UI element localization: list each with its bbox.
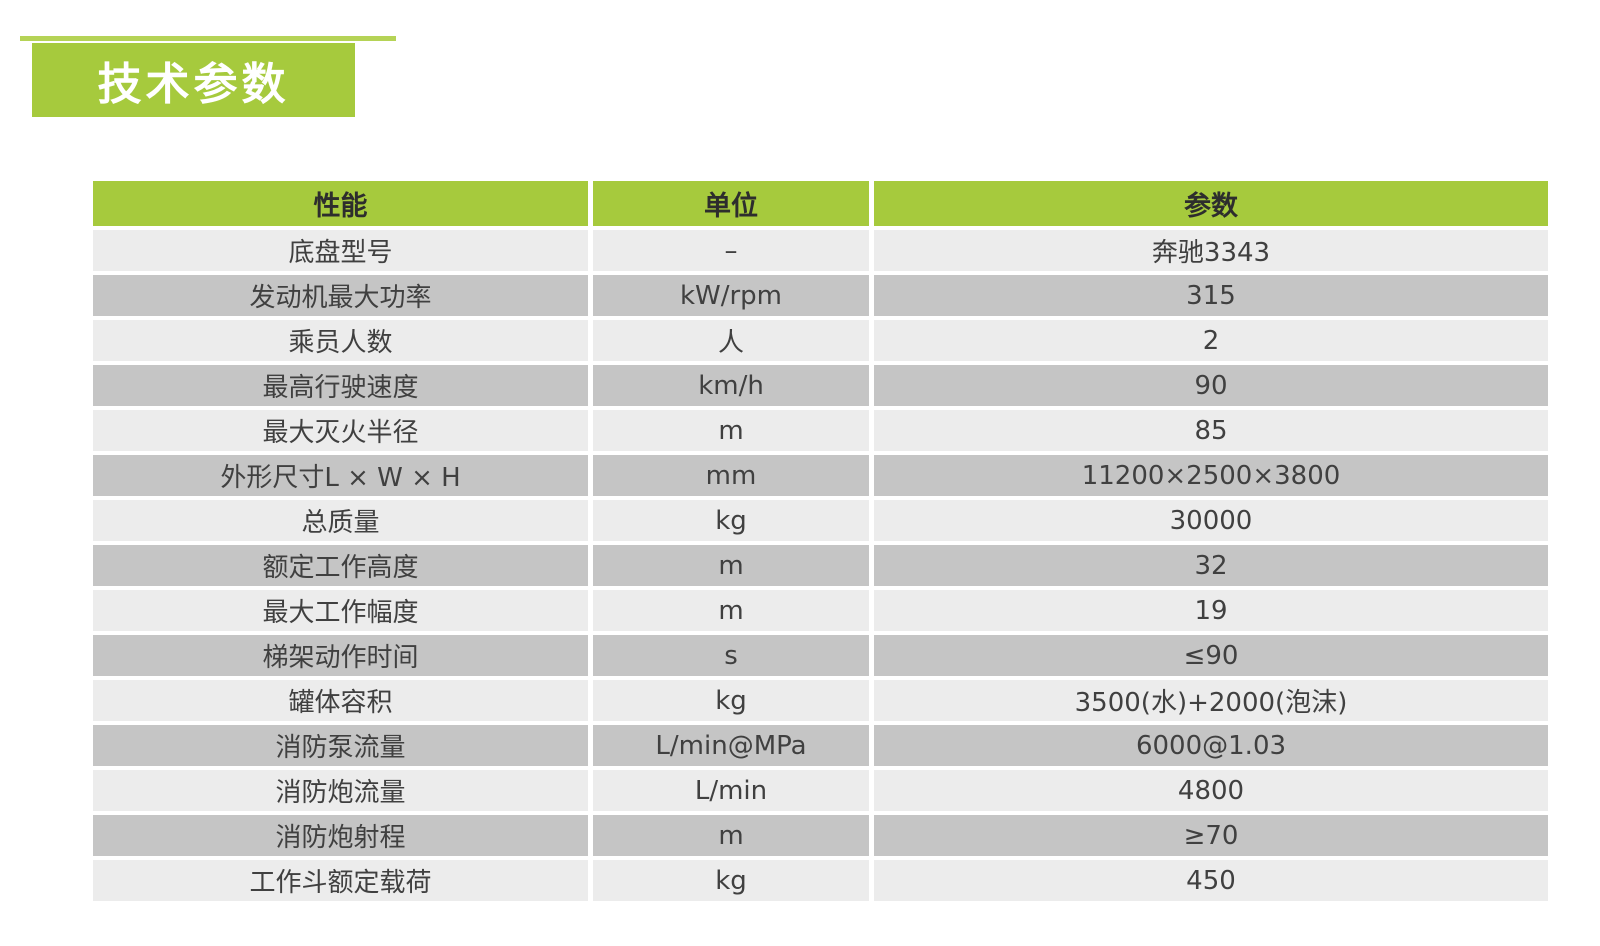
spec-unit: –	[593, 230, 869, 271]
spec-property: 外形尺寸L × W × H	[93, 455, 588, 496]
spec-value: 450	[874, 860, 1548, 901]
spec-property: 消防炮射程	[93, 815, 588, 856]
spec-value: 30000	[874, 500, 1548, 541]
spec-property: 总质量	[93, 500, 588, 541]
spec-property: 底盘型号	[93, 230, 588, 271]
page-title: 技术参数	[97, 59, 290, 110]
spec-property: 乘员人数	[93, 320, 588, 361]
spec-unit: kg	[593, 500, 869, 541]
spec-unit: m	[593, 410, 869, 451]
spec-property: 消防炮流量	[93, 770, 588, 811]
spec-unit: mm	[593, 455, 869, 496]
spec-unit: m	[593, 545, 869, 586]
spec-property: 工作斗额定载荷	[93, 860, 588, 901]
spec-unit: kg	[593, 680, 869, 721]
spec-value: 32	[874, 545, 1548, 586]
spec-value: 19	[874, 590, 1548, 631]
spec-property: 梯架动作时间	[93, 635, 588, 676]
spec-unit: m	[593, 590, 869, 631]
spec-property: 最大工作幅度	[93, 590, 588, 631]
spec-value: ≥70	[874, 815, 1548, 856]
spec-value: 315	[874, 275, 1548, 316]
title-accent-line	[20, 36, 396, 41]
spec-unit: kg	[593, 860, 869, 901]
spec-unit: L/min	[593, 770, 869, 811]
section-title-box: 技术参数	[32, 43, 355, 117]
col-header-value: 参数	[874, 181, 1548, 226]
spec-property: 发动机最大功率	[93, 275, 588, 316]
spec-property: 额定工作高度	[93, 545, 588, 586]
spec-unit: m	[593, 815, 869, 856]
spec-value: 3500(水)+2000(泡沫)	[874, 680, 1548, 721]
spec-unit: L/min@MPa	[593, 725, 869, 766]
spec-unit: 人	[593, 320, 869, 361]
spec-value: 90	[874, 365, 1548, 406]
spec-value: 11200×2500×3800	[874, 455, 1548, 496]
spec-value: 2	[874, 320, 1548, 361]
col-header-unit: 单位	[593, 181, 869, 226]
spec-property: 最大灭火半径	[93, 410, 588, 451]
spec-property: 罐体容积	[93, 680, 588, 721]
col-header-property: 性能	[93, 181, 588, 226]
spec-unit: km/h	[593, 365, 869, 406]
spec-unit: s	[593, 635, 869, 676]
spec-value: 85	[874, 410, 1548, 451]
spec-value: 奔驰3343	[874, 230, 1548, 271]
spec-property: 消防泵流量	[93, 725, 588, 766]
spec-table: 性能 单位 参数 底盘型号 – 奔驰3343 发动机最大功率 kW/rpm 31…	[93, 181, 1548, 901]
spec-value: 6000@1.03	[874, 725, 1548, 766]
spec-property: 最高行驶速度	[93, 365, 588, 406]
spec-value: 4800	[874, 770, 1548, 811]
spec-unit: kW/rpm	[593, 275, 869, 316]
spec-value: ≤90	[874, 635, 1548, 676]
